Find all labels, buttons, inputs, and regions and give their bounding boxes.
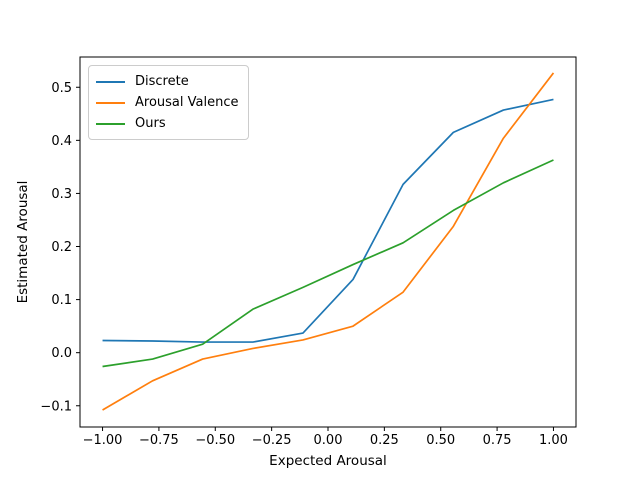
y-tick-label: 0.1 [51,293,72,308]
x-tick-label: −1.00 [83,433,123,448]
x-tick-label: 0.75 [483,433,512,448]
y-tick-label: 0.4 [51,134,72,149]
x-axis-label: Expected Arousal [269,453,387,469]
series-line-arousal-valence [102,72,555,411]
y-tick-label: 0.2 [51,240,72,255]
legend: Discrete Arousal Valence Ours [88,65,249,140]
y-axis-label: Estimated Arousal [15,181,31,304]
series-line-ours [102,159,554,368]
y-tick-label: 0.0 [51,346,72,361]
legend-item-arousal-valence: Arousal Valence [96,92,239,113]
legend-item-ours: Ours [96,113,239,134]
x-tick-label: −0.25 [252,433,292,448]
legend-label: Arousal Valence [135,95,239,110]
y-tick-label: 0.3 [51,187,72,202]
x-tick-label: 0.25 [370,433,399,448]
legend-item-discrete: Discrete [96,71,239,92]
arousal-valence-line-sample-icon [96,101,125,104]
x-tick-label: 1.00 [539,433,568,448]
y-tick-label: 0.5 [51,81,72,96]
x-tick-label: 0.00 [314,433,343,448]
legend-label: Discrete [135,74,189,89]
x-tick-label: −0.75 [139,433,179,448]
series-line-discrete [102,98,554,343]
discrete-line-sample-icon [96,80,125,83]
y-tick-label: −0.1 [40,399,72,414]
plot-frame [79,56,577,428]
legend-label: Ours [135,116,166,131]
ours-line-sample-icon [96,122,125,125]
x-tick-label: 0.50 [426,433,455,448]
x-tick-label: −0.50 [195,433,235,448]
